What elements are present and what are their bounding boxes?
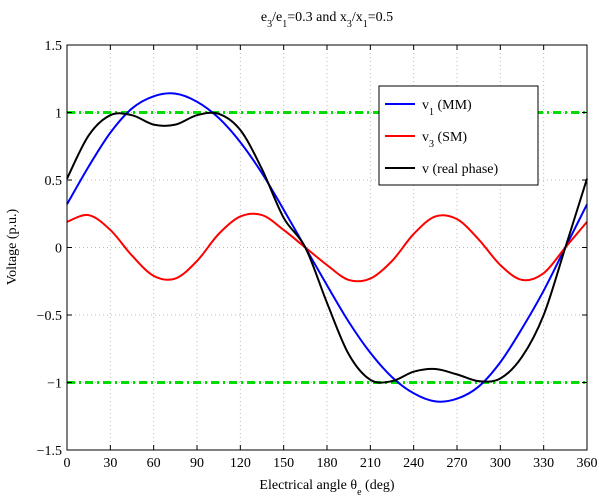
y-tick-label: 1 <box>55 107 62 122</box>
x-tick-label: 150 <box>273 456 294 471</box>
x-tick-label: 180 <box>317 456 338 471</box>
y-tick-label: 0 <box>55 242 62 257</box>
legend-label-0: v1 (MM) <box>422 98 472 118</box>
legend: v1 (MM) v3 (SM) v (real phase) <box>378 85 539 186</box>
x-tick-label: 210 <box>360 456 381 471</box>
y-tick-label: −1 <box>47 377 62 392</box>
legend-label-1: v3 (SM) <box>422 130 467 150</box>
x-tick-label: 240 <box>403 456 424 471</box>
series-line-0 <box>66 92 588 403</box>
x-tick-label: 0 <box>64 456 71 471</box>
x-tick-label: 270 <box>447 456 468 471</box>
x-tick-label: 330 <box>533 456 554 471</box>
x-tick-label: 90 <box>190 456 204 471</box>
y-tick-label: −1.5 <box>37 444 62 459</box>
x-tick-label: 60 <box>147 456 161 471</box>
y-tick-label: −0.5 <box>37 309 62 324</box>
chart-title: e3/e1=0.3 and x3/x1=0.5 <box>261 10 393 30</box>
ticks: 0 30 60 90 120 150 180 210 240 270 300 330 360 −1.5 −1… <box>37 39 598 471</box>
series-line-1 <box>66 212 588 283</box>
series-line-2 <box>66 111 588 384</box>
x-tick-label: 30 <box>103 456 117 471</box>
x-tick-label: 300 <box>490 456 511 471</box>
x-tick-label: 360 <box>577 456 598 471</box>
x-axis-label: Electrical angle θe (deg) <box>259 478 394 497</box>
x-tick-label: 120 <box>230 456 251 471</box>
y-tick-label: 1.5 <box>45 39 63 54</box>
legend-label-2: v (real phase) <box>422 162 499 177</box>
y-tick-label: 0.5 <box>45 174 63 189</box>
y-axis-label: Voltage (p.u.) <box>5 208 20 285</box>
